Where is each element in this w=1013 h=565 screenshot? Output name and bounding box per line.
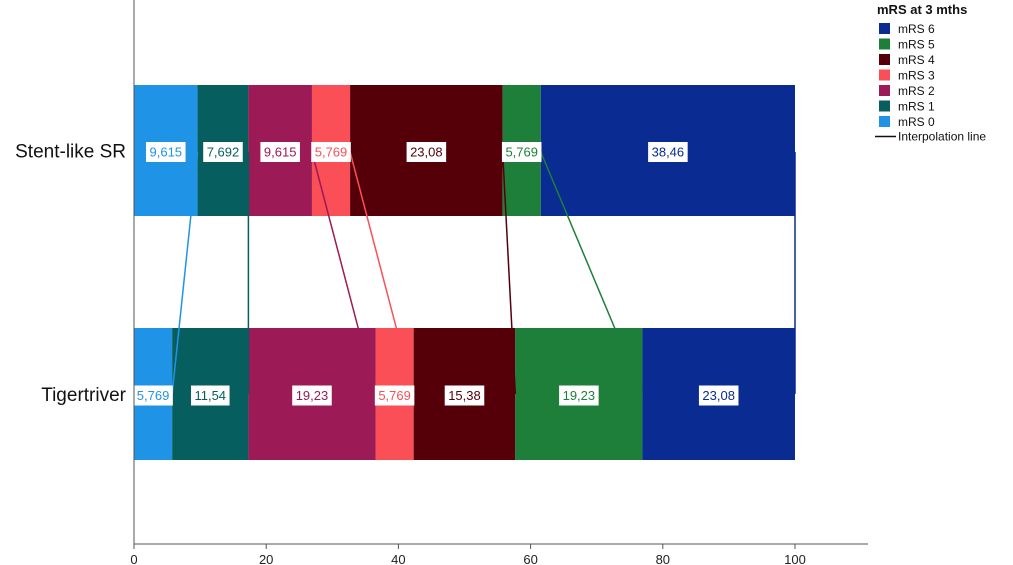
x-axis-ticks: 0 20 40 60 80 100: [130, 544, 806, 565]
legend-swatch: [879, 54, 890, 65]
data-label-group: 9,615: [260, 142, 300, 162]
axes: [133, 0, 868, 545]
legend-swatch: [879, 38, 890, 50]
data-label: 11,54: [194, 388, 226, 403]
interpolation-line-mrs-5: [540, 151, 644, 395]
interpolation-lines: [171, 151, 796, 395]
data-label-group: 15,38: [444, 385, 485, 406]
data-label: 19,23: [563, 388, 596, 403]
legend-swatch: [879, 100, 890, 112]
data-label-box: [146, 142, 186, 162]
data-label-group: 11,54: [190, 385, 230, 406]
data-label-box: [698, 385, 739, 406]
legend-label: mRS 1: [898, 100, 935, 114]
data-label-box: [559, 385, 599, 406]
data-label-box: [501, 142, 542, 162]
legend-label: mRS 5: [898, 38, 935, 52]
x-tick-label: 60: [523, 552, 537, 565]
data-label: 7,692: [207, 145, 240, 160]
data-label: 38,46: [652, 145, 685, 160]
data-label-group: 9,615: [146, 142, 186, 162]
legend-swatch: [879, 85, 890, 96]
x-tick-label: 20: [259, 552, 273, 565]
data-label: 23,08: [702, 388, 735, 403]
interpolation-line-mrs-2: [311, 151, 377, 395]
category-label: Stent-like SR: [15, 142, 126, 163]
legend-swatch: [879, 116, 890, 127]
data-label-box: [260, 142, 300, 162]
legend-label: mRS 4: [898, 53, 935, 67]
data-label-box: [374, 385, 415, 406]
data-label-box: [190, 385, 230, 406]
data-label-box: [648, 142, 688, 162]
data-label-group: 19,23: [559, 385, 599, 406]
data-label-box: [292, 385, 332, 406]
data-label-group: 5,769: [311, 142, 351, 162]
interpolation-line-mrs-3: [349, 151, 415, 395]
legend-title: mRS at 3 mths: [877, 2, 967, 17]
legend-label: mRS 0: [898, 115, 935, 129]
x-tick-label: 80: [656, 552, 670, 565]
data-label-group: 7,692: [203, 142, 243, 162]
legend-interpolation-label: Interpolation line: [898, 130, 986, 144]
category-label: Tigertriver: [41, 385, 126, 406]
interpolation-line-mrs-0: [171, 151, 199, 395]
data-label-group: 5,769: [374, 385, 415, 406]
data-label: 5,769: [505, 145, 538, 160]
x-tick-label: 100: [784, 552, 806, 565]
data-label: 5,769: [378, 388, 411, 403]
x-tick-label: 0: [130, 552, 137, 565]
legend-label: mRS 3: [898, 69, 935, 83]
legend-label: mRS 2: [898, 84, 935, 98]
data-label-group: 23,08: [406, 142, 447, 162]
data-label-box: [203, 142, 243, 162]
data-label: 19,23: [296, 388, 329, 403]
data-label-box: [311, 142, 351, 162]
data-label: 5,769: [315, 145, 348, 160]
data-label: 9,615: [150, 145, 183, 160]
x-tick-label: 40: [391, 552, 405, 565]
bars-layer: [134, 85, 795, 460]
data-label-box: [444, 385, 485, 406]
data-labels-layer: 9,615 5,769 7,692 11,54 9,615 19,23 5,769 5,769…: [133, 142, 739, 406]
interpolation-line-mrs-4: [501, 151, 517, 395]
data-label-group: 5,769: [133, 385, 173, 406]
data-label: 15,38: [448, 388, 481, 403]
data-label-group: 38,46: [648, 142, 688, 162]
data-label-group: 19,23: [292, 385, 332, 406]
category-labels: Stent-like SR Tigertriver: [15, 142, 127, 407]
legend-swatch: [879, 23, 890, 34]
data-label-group: 23,08: [698, 385, 739, 406]
data-label: 23,08: [410, 145, 443, 160]
data-label-box: [406, 142, 447, 162]
data-label: 9,615: [264, 145, 297, 160]
data-label: 5,769: [137, 388, 170, 403]
legend-label: mRS 6: [898, 22, 935, 36]
legend-swatch: [879, 69, 890, 81]
data-label-group: 5,769: [501, 142, 542, 162]
